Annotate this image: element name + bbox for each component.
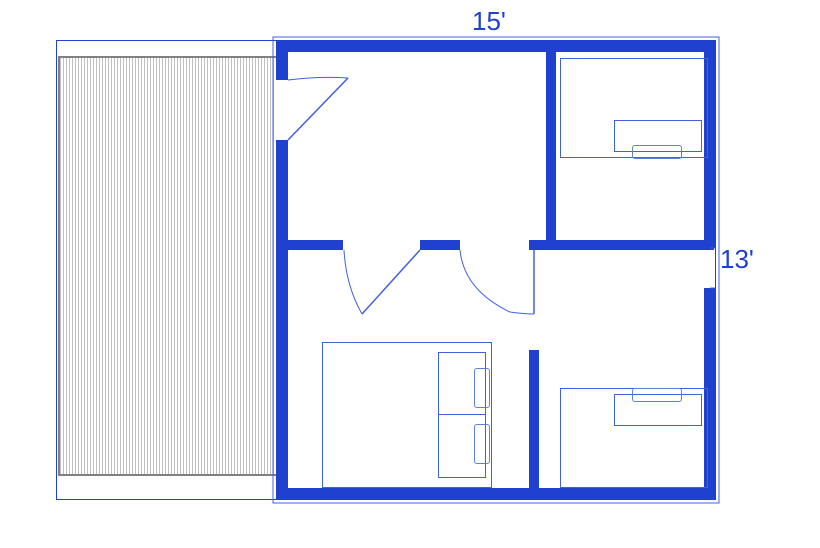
door-swings	[0, 0, 820, 548]
